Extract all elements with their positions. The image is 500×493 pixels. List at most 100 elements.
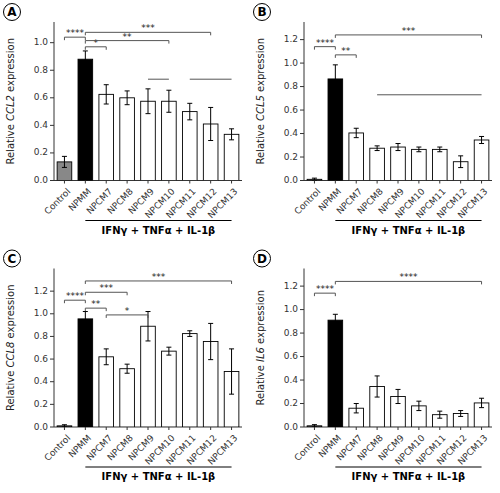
y-tick-label: 0.2 (34, 147, 48, 157)
significance-label: **** (316, 38, 335, 48)
x-tick-label: NPCM13 (206, 186, 240, 220)
x-tick (210, 181, 211, 184)
y-axis-label: Relative CCL8 expression (5, 284, 16, 411)
x-tick (106, 181, 107, 184)
x-tick (148, 427, 149, 430)
y-tick-label: 0.2 (284, 152, 298, 162)
x-tick (127, 181, 128, 184)
panel-label: C (8, 252, 17, 266)
y-axis-label: Relative CCL5 expression (255, 38, 266, 165)
error-bar (62, 156, 67, 167)
x-tick (314, 181, 315, 184)
y-tick-label: 0.0 (34, 175, 49, 185)
panel: 0.00.20.40.60.81.0Relative CCL2 expressi… (4, 4, 243, 236)
y-tick-label: 0.4 (284, 375, 299, 385)
bar (120, 369, 135, 427)
x-tick (168, 181, 169, 184)
group-line (85, 220, 231, 221)
y-tick (50, 70, 54, 71)
y-tick-label: 0.2 (34, 399, 48, 409)
error-bar (208, 323, 213, 359)
y-tick (50, 291, 54, 292)
x-tick (314, 427, 315, 430)
y-tick (300, 110, 304, 111)
x-tick (335, 181, 336, 184)
y-tick-label: 0.0 (284, 175, 299, 185)
significance-label: **** (66, 291, 85, 301)
error-bar (354, 404, 359, 413)
error-bar (104, 349, 109, 365)
error-bar (208, 107, 213, 140)
error-bar (333, 314, 338, 326)
significance-label: **** (316, 284, 335, 294)
significance-label: *** (402, 26, 416, 36)
span-bracket (190, 79, 232, 80)
error-bar (187, 103, 192, 120)
significance-label: **** (399, 272, 418, 282)
y-tick-label: 1.0 (284, 304, 299, 314)
error-bar (83, 51, 88, 68)
group-line (335, 220, 481, 221)
panel: 0.00.20.40.60.81.01.2Relative IL6 expres… (254, 250, 493, 482)
group-label: IFNγ + TNFα + IL-1β (352, 225, 466, 236)
y-tick (50, 97, 54, 98)
x-tick (398, 181, 399, 184)
error-bar (437, 411, 442, 418)
y-tick-label: 0.8 (34, 331, 49, 341)
y-tick-label: 1.2 (284, 34, 298, 44)
bar (328, 79, 343, 181)
bar (141, 326, 156, 427)
error-bar (333, 65, 338, 93)
error-bar (479, 398, 484, 407)
y-tick-label: 1.2 (284, 281, 298, 291)
error-bar (437, 147, 442, 152)
error-bar (83, 312, 88, 327)
x-tick (210, 427, 211, 430)
significance-label: **** (66, 28, 85, 38)
panel-label: D (257, 252, 267, 266)
x-tick (439, 181, 440, 184)
y-tick (300, 403, 304, 404)
error-bar (166, 347, 171, 355)
x-tick (356, 427, 357, 430)
significance-label: *** (99, 283, 113, 293)
x-tick (189, 181, 190, 184)
y-tick-label: 1.0 (284, 58, 299, 68)
error-bar (229, 129, 234, 140)
y-tick-label: 0.6 (34, 92, 49, 102)
bar (412, 149, 427, 180)
x-tick (168, 427, 169, 430)
bar (162, 351, 177, 427)
error-bar (166, 90, 171, 112)
x-tick (460, 427, 461, 430)
y-tick (300, 333, 304, 334)
y-tick (300, 380, 304, 381)
panel-label-circle (254, 250, 271, 267)
error-bar (479, 136, 484, 143)
y-tick-label: 1.0 (34, 308, 49, 318)
x-tick-label: NPCM13 (456, 433, 490, 467)
y-tick-label: 0.8 (34, 65, 49, 75)
error-bar (62, 425, 67, 427)
bar (182, 112, 197, 181)
x-tick (460, 181, 461, 184)
x-tick (189, 427, 190, 430)
panel-label: B (257, 5, 266, 19)
x-tick (377, 427, 378, 430)
bar (391, 147, 406, 180)
y-tick-label: 0.6 (284, 351, 299, 361)
bars (307, 65, 489, 181)
bar (182, 334, 197, 427)
y-tick (50, 336, 54, 337)
error-bar (396, 389, 401, 403)
y-tick (300, 39, 304, 40)
bar (370, 148, 385, 180)
group-label: IFNγ + TNFα + IL-1β (102, 471, 216, 482)
error-bar (354, 128, 359, 137)
bar (78, 59, 93, 180)
x-tick (398, 427, 399, 430)
span-bracket (377, 94, 481, 95)
x-tick (356, 181, 357, 184)
x-tick (85, 427, 86, 430)
y-axis (304, 22, 305, 181)
